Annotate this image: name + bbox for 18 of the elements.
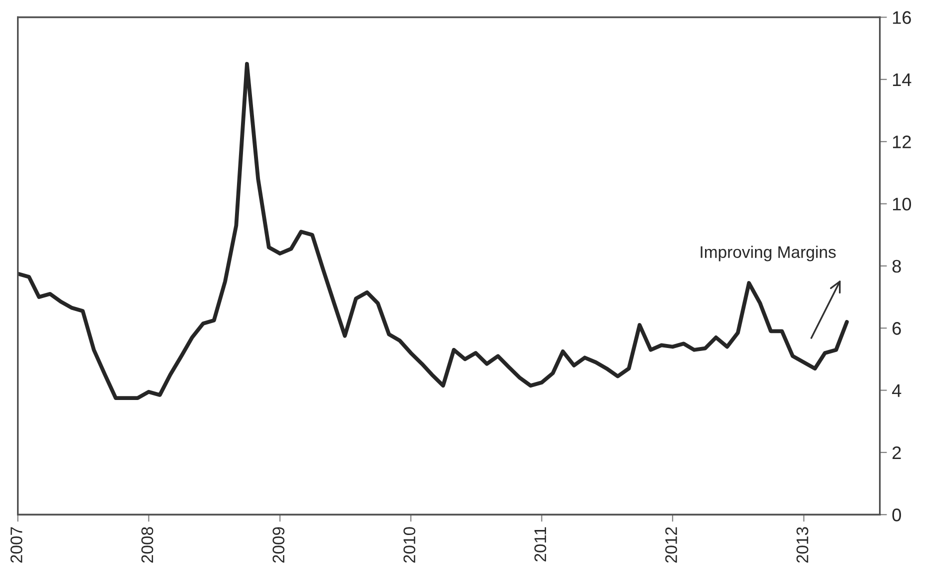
y-tick-label: 2 bbox=[892, 446, 901, 459]
x-tick-label: 2009 bbox=[272, 527, 284, 563]
annotation: Improving Margins bbox=[700, 246, 836, 262]
x-tick-label: 2011 bbox=[534, 527, 546, 562]
x-tick-label: 2008 bbox=[141, 527, 154, 563]
x-tick-label: 2013 bbox=[796, 527, 808, 563]
x-tick-label: 2007 bbox=[10, 527, 22, 563]
y-tick-label: 12 bbox=[893, 136, 911, 148]
y-tick-label: 14 bbox=[893, 74, 912, 86]
x-tick-label: 2012 bbox=[665, 527, 678, 563]
line-series bbox=[18, 62, 849, 400]
y-tick-label: 6 bbox=[892, 322, 901, 335]
x-tick-label: 2010 bbox=[404, 527, 416, 563]
y-tick-label: 0 bbox=[892, 508, 901, 522]
y-tick-label: 16 bbox=[893, 11, 911, 24]
y-tick-label: 8 bbox=[892, 260, 901, 273]
y-tick-label: 4 bbox=[892, 384, 902, 397]
y-tick-label: 10 bbox=[893, 198, 912, 210]
